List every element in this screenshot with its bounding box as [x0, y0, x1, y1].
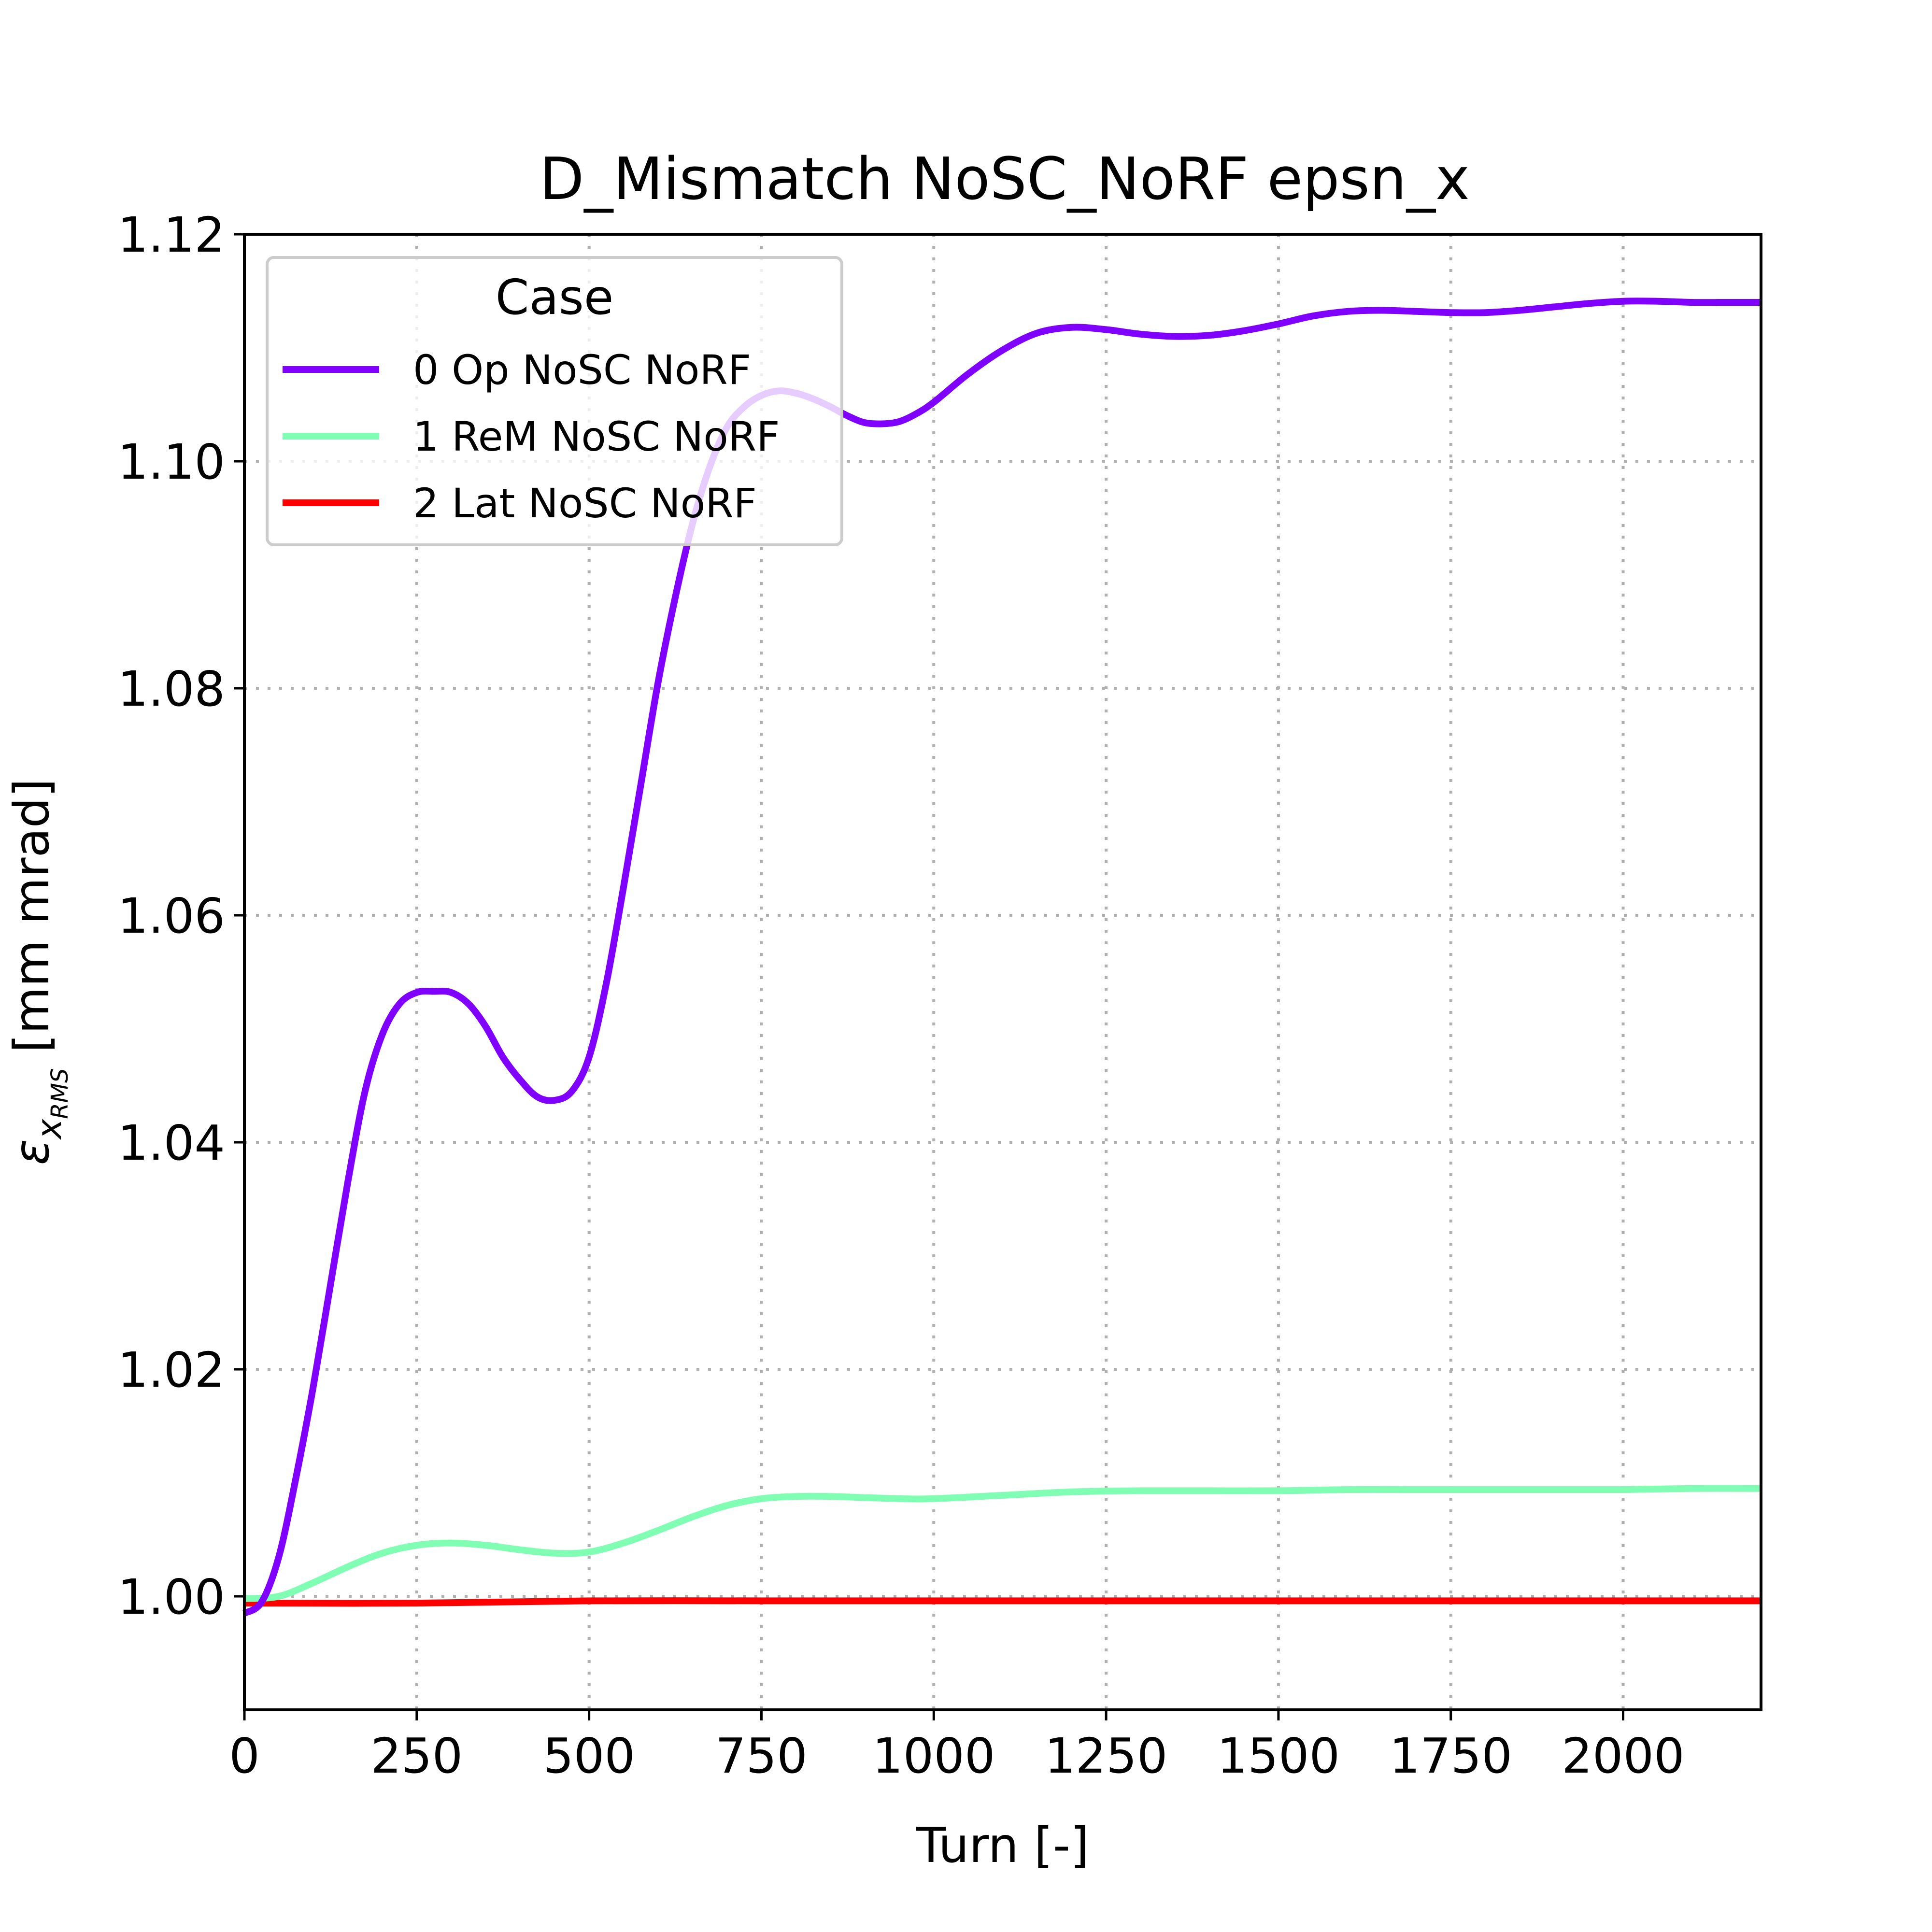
y-axis-label-subsubscript: RMS	[46, 1068, 73, 1119]
legend-entries: 0 Op NoSC NoRF 1 ReM NoSC NoRF 2 Lat NoSC …	[283, 346, 780, 527]
x-tick-label: 1000	[872, 1728, 995, 1784]
legend-label: 0 Op NoSC NoRF	[413, 346, 751, 394]
x-tick-label: 250	[370, 1728, 463, 1784]
y-tick-label: 1.00	[117, 1569, 225, 1625]
y-axis-label-symbol: ε	[3, 1139, 60, 1165]
chart-title: D_Mismatch NoSC_NoRF epsn_x	[540, 146, 1470, 213]
x-tick-label: 750	[715, 1728, 808, 1784]
y-axis-label-subscript: x	[29, 1119, 69, 1140]
y-axis-label-unit: [mm mrad]	[3, 779, 60, 1068]
series-1-rem-line	[244, 1485, 1762, 1602]
legend-entry-1-rem: 1 ReM NoSC NoRF	[283, 413, 780, 460]
y-tick-label: 1.12	[117, 207, 225, 263]
y-tick-label: 1.02	[117, 1342, 225, 1398]
legend: Case 0 Op NoSC NoRF 1 ReM NoSC NoRF 2 Lat …	[266, 256, 843, 546]
legend-entry-2-lat: 2 Lat NoSC NoRF	[283, 480, 757, 527]
x-tick-label: 1500	[1217, 1728, 1340, 1784]
legend-label: 1 ReM NoSC NoRF	[413, 413, 780, 460]
legend-entry-0-op: 0 Op NoSC NoRF	[283, 346, 751, 394]
x-axis-label: Turn [-]	[916, 1817, 1089, 1874]
y-tick-label: 1.06	[117, 888, 225, 944]
legend-label: 2 Lat NoSC NoRF	[413, 480, 757, 527]
x-tick-label: 1750	[1389, 1728, 1512, 1784]
x-tick-label: 0	[229, 1728, 260, 1784]
legend-box	[266, 256, 843, 546]
x-tick-label: 500	[543, 1728, 635, 1784]
y-tick-label: 1.10	[117, 434, 225, 490]
x-tick-label: 1250	[1045, 1728, 1168, 1784]
series-2-lat-line	[244, 1597, 1761, 1607]
y-axis: 1.00 1.02 1.04 1.06 1.08 1.10 1.12	[117, 207, 244, 1625]
x-tick-label: 2000	[1562, 1728, 1685, 1784]
y-tick-label: 1.04	[117, 1115, 225, 1171]
legend-title: Case	[496, 269, 614, 326]
y-tick-label: 1.08	[117, 661, 225, 717]
plot-frame	[243, 233, 1762, 1711]
y-axis-label: εxRMS [mm mrad]	[3, 779, 73, 1165]
x-axis: 0 250 500 750 1000 1250 1500 1750 2000	[229, 1710, 1685, 1784]
